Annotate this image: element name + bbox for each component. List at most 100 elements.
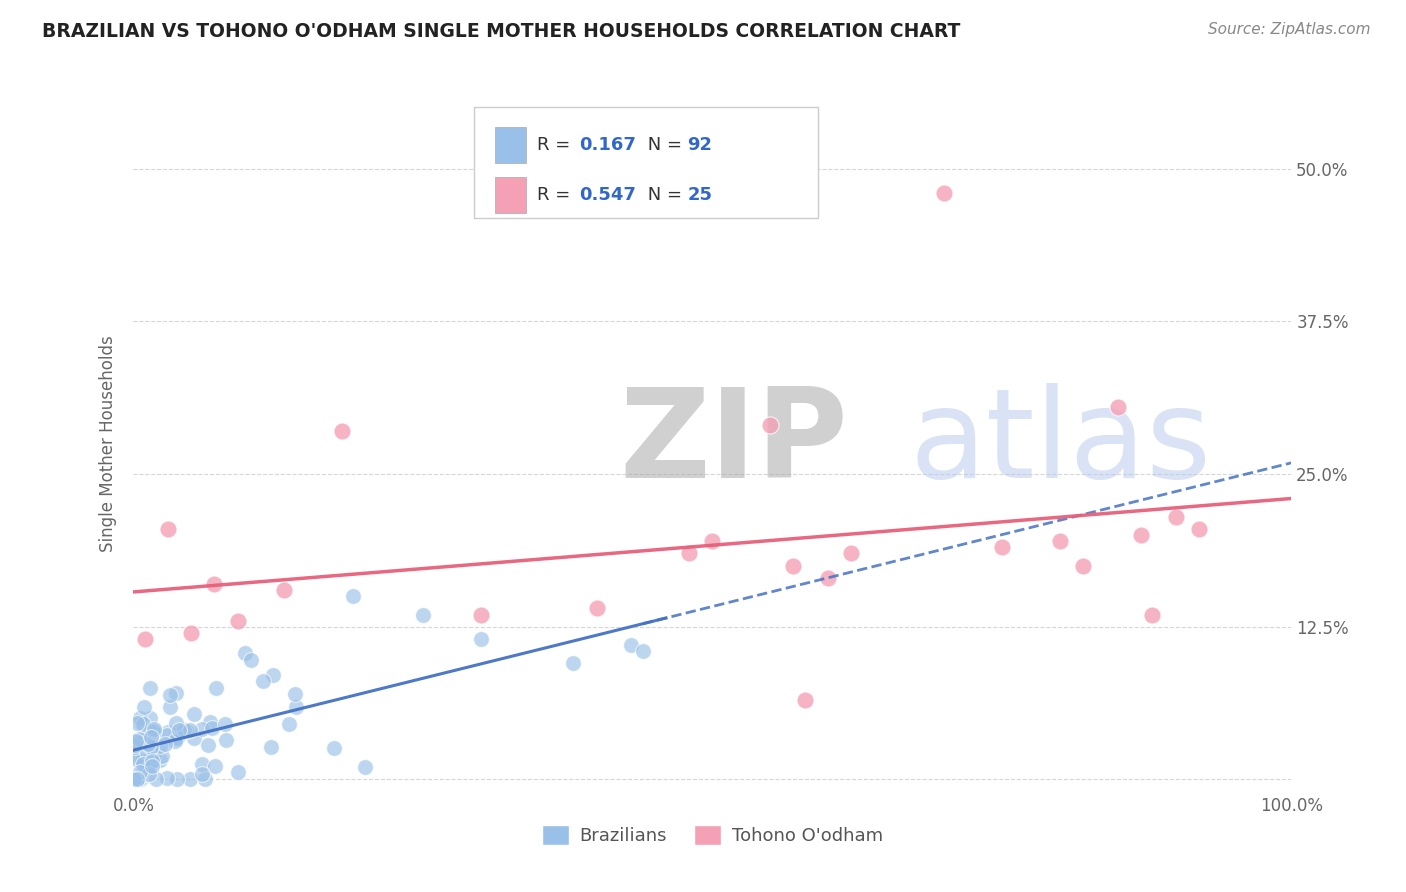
Point bbox=[191, 722, 214, 736]
Point bbox=[165, 731, 187, 745]
Point bbox=[470, 632, 492, 646]
Point bbox=[125, 716, 148, 731]
Point bbox=[167, 723, 190, 737]
Point bbox=[128, 772, 150, 787]
Point bbox=[1188, 522, 1211, 536]
Point bbox=[759, 418, 782, 433]
Point bbox=[150, 748, 173, 763]
Text: 0.167: 0.167 bbox=[579, 136, 636, 154]
Point bbox=[142, 723, 165, 738]
Point bbox=[165, 686, 187, 700]
Point bbox=[148, 753, 170, 767]
Point bbox=[702, 534, 724, 549]
Point bbox=[132, 717, 155, 731]
Point bbox=[215, 733, 238, 747]
Point bbox=[240, 652, 263, 666]
Legend: Brazilians, Tohono O'odham: Brazilians, Tohono O'odham bbox=[534, 818, 890, 853]
Point bbox=[214, 716, 236, 731]
Point bbox=[153, 737, 176, 751]
Point bbox=[138, 767, 160, 781]
Point bbox=[132, 731, 155, 745]
Point bbox=[620, 638, 643, 652]
Point bbox=[149, 739, 172, 753]
Point bbox=[139, 711, 162, 725]
Point bbox=[124, 739, 146, 753]
Point bbox=[183, 706, 205, 721]
Point bbox=[125, 772, 148, 787]
Point bbox=[183, 731, 205, 746]
Point bbox=[125, 734, 148, 748]
Point bbox=[134, 632, 156, 646]
Point bbox=[991, 541, 1014, 555]
Point bbox=[191, 756, 214, 771]
Point bbox=[839, 546, 862, 560]
Point bbox=[1142, 607, 1164, 622]
Point bbox=[562, 657, 585, 671]
Point bbox=[129, 764, 152, 779]
Point bbox=[262, 668, 284, 682]
Text: 0.547: 0.547 bbox=[579, 186, 636, 204]
Text: 25: 25 bbox=[688, 186, 713, 204]
Point bbox=[125, 739, 148, 753]
Point bbox=[156, 728, 179, 742]
Point bbox=[163, 734, 186, 748]
Point bbox=[127, 736, 149, 750]
Point bbox=[157, 522, 180, 536]
Point bbox=[233, 646, 256, 660]
Point bbox=[205, 681, 228, 695]
Point bbox=[127, 772, 149, 786]
Point bbox=[134, 756, 156, 770]
Text: Source: ZipAtlas.com: Source: ZipAtlas.com bbox=[1208, 22, 1371, 37]
Point bbox=[193, 772, 215, 787]
Text: N =: N = bbox=[643, 136, 688, 154]
Point bbox=[273, 583, 295, 598]
Point bbox=[128, 731, 150, 746]
Point bbox=[342, 589, 364, 603]
Point bbox=[1164, 509, 1187, 524]
Point bbox=[260, 740, 283, 755]
Point bbox=[226, 614, 249, 628]
Point bbox=[138, 760, 160, 774]
Point bbox=[124, 748, 146, 763]
Point bbox=[198, 714, 221, 729]
Point bbox=[132, 757, 155, 772]
Point bbox=[166, 731, 188, 745]
Point bbox=[125, 752, 148, 766]
Point bbox=[202, 577, 225, 591]
Y-axis label: Single Mother Households: Single Mother Households bbox=[100, 335, 117, 552]
Text: BRAZILIAN VS TOHONO O'ODHAM SINGLE MOTHER HOUSEHOLDS CORRELATION CHART: BRAZILIAN VS TOHONO O'ODHAM SINGLE MOTHE… bbox=[42, 22, 960, 41]
Point bbox=[138, 723, 160, 738]
Point bbox=[278, 717, 301, 731]
Point bbox=[136, 745, 159, 759]
Point bbox=[141, 759, 163, 773]
Point bbox=[156, 771, 179, 785]
Point bbox=[932, 186, 955, 200]
Point bbox=[139, 730, 162, 744]
Point bbox=[1071, 558, 1094, 573]
Point bbox=[470, 607, 492, 622]
Point bbox=[412, 607, 434, 622]
Point bbox=[131, 764, 153, 779]
Point bbox=[145, 772, 167, 787]
Text: N =: N = bbox=[643, 186, 688, 204]
Text: 92: 92 bbox=[688, 136, 713, 154]
Point bbox=[180, 625, 202, 640]
Point bbox=[817, 571, 839, 585]
Point bbox=[166, 772, 188, 787]
Text: R =: R = bbox=[537, 136, 576, 154]
Point bbox=[131, 753, 153, 767]
Point bbox=[132, 756, 155, 770]
Point bbox=[1049, 534, 1071, 549]
Point bbox=[176, 723, 198, 738]
Point bbox=[179, 723, 201, 738]
Point bbox=[136, 737, 159, 751]
Point bbox=[631, 644, 654, 658]
Point bbox=[794, 693, 817, 707]
Point bbox=[201, 722, 224, 736]
Point bbox=[173, 723, 195, 738]
Point bbox=[129, 711, 152, 725]
Point bbox=[124, 739, 146, 754]
Point bbox=[139, 681, 162, 695]
Point bbox=[197, 738, 219, 752]
Point bbox=[190, 766, 212, 780]
